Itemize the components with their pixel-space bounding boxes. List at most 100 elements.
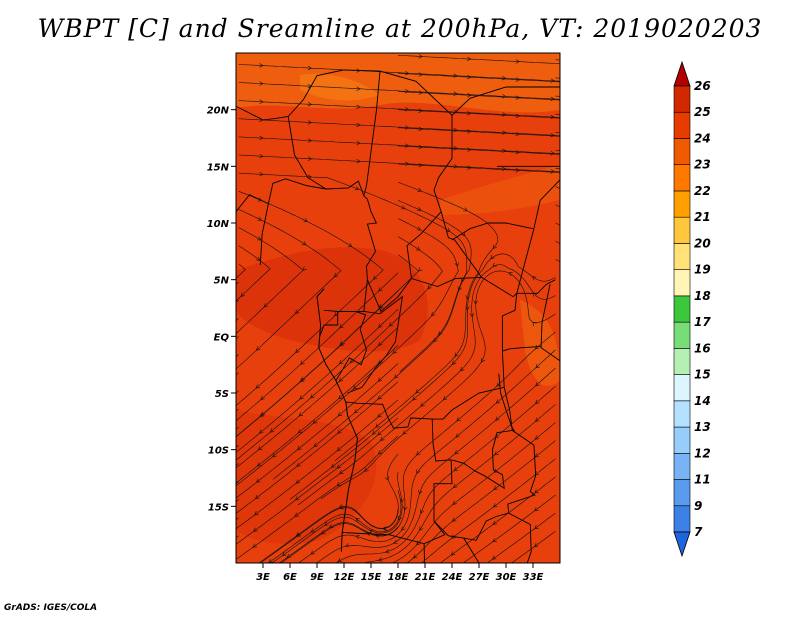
streamline-arrow xyxy=(457,286,462,292)
streamline-arrow xyxy=(492,262,497,268)
colorbar-label: 7 xyxy=(694,525,703,539)
streamline-arrow xyxy=(502,166,507,171)
streamline xyxy=(391,422,556,563)
streamline-arrow xyxy=(438,330,443,336)
streamline-arrow xyxy=(259,63,264,68)
streamline-arrow xyxy=(377,359,383,364)
streamline-arrow xyxy=(310,528,316,533)
streamline-arrow xyxy=(356,140,361,146)
colorbar-segment xyxy=(673,452,691,480)
streamline-arrow xyxy=(416,540,421,546)
streamline-arrow xyxy=(480,358,486,363)
streamline xyxy=(272,200,472,480)
streamline-arrow xyxy=(257,197,263,202)
streamline-arrow xyxy=(256,236,262,241)
streamline-arrow xyxy=(286,553,292,558)
streamline xyxy=(289,253,556,500)
streamline xyxy=(236,426,239,430)
colorbar-label: 26 xyxy=(694,79,711,93)
streamline xyxy=(236,517,239,521)
streamline xyxy=(406,440,556,563)
streamline xyxy=(486,512,556,563)
lon-tick-label: 30E xyxy=(496,572,517,583)
colorbar-label: 15 xyxy=(694,368,711,382)
streamline-arrow xyxy=(310,394,315,399)
streamline-arrow xyxy=(336,464,342,469)
streamline-arrow xyxy=(404,107,410,112)
streamline-arrow xyxy=(259,81,264,86)
colorbar-segment xyxy=(673,85,691,113)
streamline-arrow xyxy=(378,323,383,328)
streamline-arrow xyxy=(491,555,497,560)
streamline-arrow xyxy=(302,266,307,271)
streamline-arrow xyxy=(433,337,438,343)
streamline-arrow xyxy=(281,551,287,556)
streamline-arrow xyxy=(427,284,432,290)
streamline-arrow xyxy=(297,429,303,434)
streamline xyxy=(238,136,560,155)
colorbar-segment xyxy=(673,479,691,507)
streamline xyxy=(421,458,556,563)
streamline-arrow xyxy=(455,433,460,438)
streamline-arrow xyxy=(299,378,305,383)
streamline-arrow xyxy=(298,412,304,417)
streamline-arrow xyxy=(453,164,458,169)
colorbar-segment xyxy=(673,111,691,139)
streamline-arrow xyxy=(418,489,423,495)
streamline-arrow xyxy=(353,384,358,390)
streamline-arrow xyxy=(338,504,344,509)
streamline-arrow xyxy=(502,148,507,153)
streamline-arrow xyxy=(307,83,313,89)
streamline-arrow xyxy=(550,78,555,83)
streamline-arrow xyxy=(451,360,457,365)
streamline xyxy=(238,100,560,118)
streamline xyxy=(397,73,560,83)
streamline-arrow xyxy=(307,174,313,179)
streamline-arrow xyxy=(347,243,353,248)
streamline-arrow xyxy=(339,469,344,475)
streamline-arrow xyxy=(295,479,301,484)
streamline xyxy=(236,363,399,499)
streamlines xyxy=(236,54,560,563)
streamline-arrow xyxy=(313,442,319,448)
streamline-arrow xyxy=(339,342,344,347)
lon-tick-label: 33E xyxy=(523,572,544,583)
streamline-arrow xyxy=(533,292,538,297)
streamline-arrow xyxy=(296,532,302,537)
streamline-arrow xyxy=(467,111,472,116)
streamline xyxy=(258,506,399,563)
lon-tick-label: 6E xyxy=(283,572,297,583)
streamline-arrow xyxy=(418,90,423,95)
streamline-arrow xyxy=(256,562,257,563)
streamline-arrow xyxy=(515,131,521,137)
streamline xyxy=(316,367,556,563)
streamline xyxy=(555,150,560,152)
streamline-arrow xyxy=(378,341,383,347)
streamline-arrow xyxy=(494,433,500,438)
streamline-arrow xyxy=(404,143,410,148)
streamline-arrow xyxy=(337,558,343,562)
streamline-arrow xyxy=(356,104,361,109)
country-border xyxy=(451,222,534,241)
streamline-arrow xyxy=(296,462,301,467)
country-border xyxy=(540,346,560,362)
colorbar-label: 18 xyxy=(694,289,711,303)
streamline-arrow xyxy=(473,300,478,305)
colorbar-label: 22 xyxy=(694,184,711,198)
country-border xyxy=(432,386,505,420)
streamline-arrow xyxy=(416,451,421,456)
streamline-arrow xyxy=(374,533,380,539)
streamline-arrow xyxy=(431,311,436,317)
streamline-arrow xyxy=(255,384,261,389)
streamline-arrow xyxy=(490,254,495,260)
streamline xyxy=(397,145,560,155)
lat-tick-label: 15S xyxy=(208,502,229,513)
country-border xyxy=(319,311,339,337)
streamline-arrow xyxy=(307,102,313,107)
colorbar-label: 11 xyxy=(694,473,711,487)
field-cool-east xyxy=(520,300,560,386)
streamline xyxy=(236,408,239,412)
streamline xyxy=(555,95,560,97)
streamline xyxy=(236,245,271,302)
streamline-arrow xyxy=(495,399,501,404)
